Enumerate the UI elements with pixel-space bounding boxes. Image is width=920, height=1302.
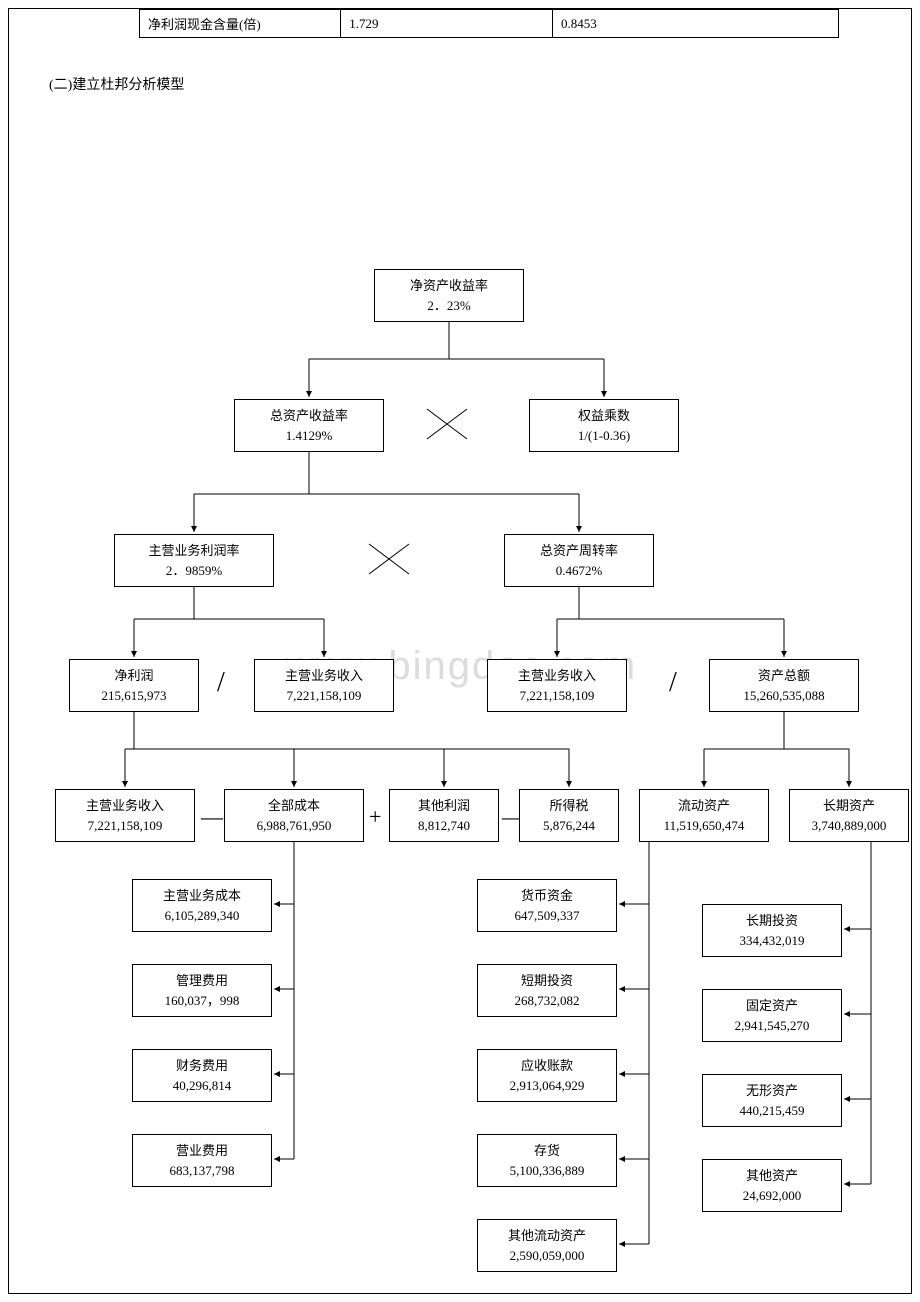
section-heading: (二)建立杜邦分析模型 [49,74,184,94]
node-asset-turnover: 总资产周转率0.4672% [504,534,654,587]
node-value: 6,105,289,340 [137,906,267,926]
node-label: 长期投资 [707,911,837,931]
node-value: 1/(1-0.36) [534,426,674,446]
node-short-inv: 短期投资268,732,082 [477,964,617,1017]
node-intangibles: 无形资产440,215,459 [702,1074,842,1127]
metrics-table: 净利润现金含量(倍) 1.729 0.8453 [139,9,839,38]
table-row: 净利润现金含量(倍) 1.729 0.8453 [140,10,839,38]
node-label: 净利润 [74,666,194,686]
node-value: 6,988,761,950 [229,816,359,836]
node-value: 7,221,158,109 [60,816,190,836]
node-net-profit: 净利润215,615,973 [69,659,199,712]
node-income-tax: 所得税5,876,244 [519,789,619,842]
node-label: 总资产周转率 [509,541,649,561]
node-total-assets: 资产总额15,260,535,088 [709,659,859,712]
node-inventory: 存货5,100,336,889 [477,1134,617,1187]
node-label: 其他流动资产 [482,1226,612,1246]
node-value: 2．23% [379,296,519,316]
node-value: 2,941,545,270 [707,1016,837,1036]
node-value: 5,876,244 [524,816,614,836]
node-roa: 总资产收益率1.4129% [234,399,384,452]
node-main-rev1: 主营业务收入7,221,158,109 [254,659,394,712]
node-cash: 货币资金647,509,337 [477,879,617,932]
node-profit-margin: 主营业务利润率2．9859% [114,534,274,587]
node-value: 2．9859% [119,561,269,581]
node-value: 334,432,019 [707,931,837,951]
node-label: 货币资金 [482,886,612,906]
node-value: 40,296,814 [137,1076,267,1096]
node-label: 主营业务收入 [60,796,190,816]
cell-val1: 1.729 [341,10,553,38]
node-total-cost: 全部成本6,988,761,950 [224,789,364,842]
node-value: 3,740,889,000 [794,816,904,836]
node-main-rev3: 主营业务收入7,221,158,109 [55,789,195,842]
node-label: 无形资产 [707,1081,837,1101]
node-label: 固定资产 [707,996,837,1016]
cell-val2: 0.8453 [553,10,839,38]
node-value: 2,913,064,929 [482,1076,612,1096]
node-other-profit: 其他利润8,812,740 [389,789,499,842]
node-label: 长期资产 [794,796,904,816]
node-value: 160,037，998 [137,991,267,1011]
dupont-diagram: www.bingdoc.com [9,149,913,1279]
node-label: 存货 [482,1141,612,1161]
node-other-ca: 其他流动资产2,590,059,000 [477,1219,617,1272]
node-value: 2,590,059,000 [482,1246,612,1266]
node-ar: 应收账款2,913,064,929 [477,1049,617,1102]
node-label: 其他利润 [394,796,494,816]
node-value: 683,137,798 [137,1161,267,1181]
node-label: 营业费用 [137,1141,267,1161]
node-label: 总资产收益率 [239,406,379,426]
page-frame: 净利润现金含量(倍) 1.729 0.8453 (二)建立杜邦分析模型 www.… [8,8,912,1294]
node-value: 7,221,158,109 [492,686,622,706]
node-label: 短期投资 [482,971,612,991]
node-label: 主营业务利润率 [119,541,269,561]
node-equity-mult: 权益乘数1/(1-0.36) [529,399,679,452]
node-main-cost: 主营业务成本6,105,289,340 [132,879,272,932]
node-value: 1.4129% [239,426,379,446]
node-label: 主营业务成本 [137,886,267,906]
plus-op: + [369,804,381,830]
node-value: 215,615,973 [74,686,194,706]
node-label: 资产总额 [714,666,854,686]
node-value: 15,260,535,088 [714,686,854,706]
node-value: 8,812,740 [394,816,494,836]
minus-op: — [201,804,223,830]
node-other-assets: 其他资产24,692,000 [702,1159,842,1212]
mult-icon [422,404,472,444]
node-label: 其他资产 [707,1166,837,1186]
node-label: 主营业务收入 [492,666,622,686]
node-value: 268,732,082 [482,991,612,1011]
node-label: 主营业务收入 [259,666,389,686]
node-current-assets: 流动资产11,519,650,474 [639,789,769,842]
node-label: 权益乘数 [534,406,674,426]
node-value: 5,100,336,889 [482,1161,612,1181]
node-main-rev2: 主营业务收入7,221,158,109 [487,659,627,712]
node-value: 11,519,650,474 [644,816,764,836]
node-label: 管理费用 [137,971,267,991]
node-biz-exp: 营业费用683,137,798 [132,1134,272,1187]
node-value: 7,221,158,109 [259,686,389,706]
node-label: 所得税 [524,796,614,816]
mult-icon [364,539,414,579]
node-value: 440,215,459 [707,1101,837,1121]
node-value: 0.4672% [509,561,649,581]
divide-op: / [217,667,225,699]
node-fin-exp: 财务费用40,296,814 [132,1049,272,1102]
cell-metric: 净利润现金含量(倍) [140,10,341,38]
divide-op: / [669,667,677,699]
node-long-assets: 长期资产3,740,889,000 [789,789,909,842]
node-fixed-assets: 固定资产2,941,545,270 [702,989,842,1042]
node-label: 流动资产 [644,796,764,816]
node-roe: 净资产收益率2．23% [374,269,524,322]
node-label: 净资产收益率 [379,276,519,296]
node-mgmt-exp: 管理费用160,037，998 [132,964,272,1017]
node-value: 647,509,337 [482,906,612,926]
node-label: 全部成本 [229,796,359,816]
node-label: 应收账款 [482,1056,612,1076]
node-value: 24,692,000 [707,1186,837,1206]
node-long-inv: 长期投资334,432,019 [702,904,842,957]
node-label: 财务费用 [137,1056,267,1076]
